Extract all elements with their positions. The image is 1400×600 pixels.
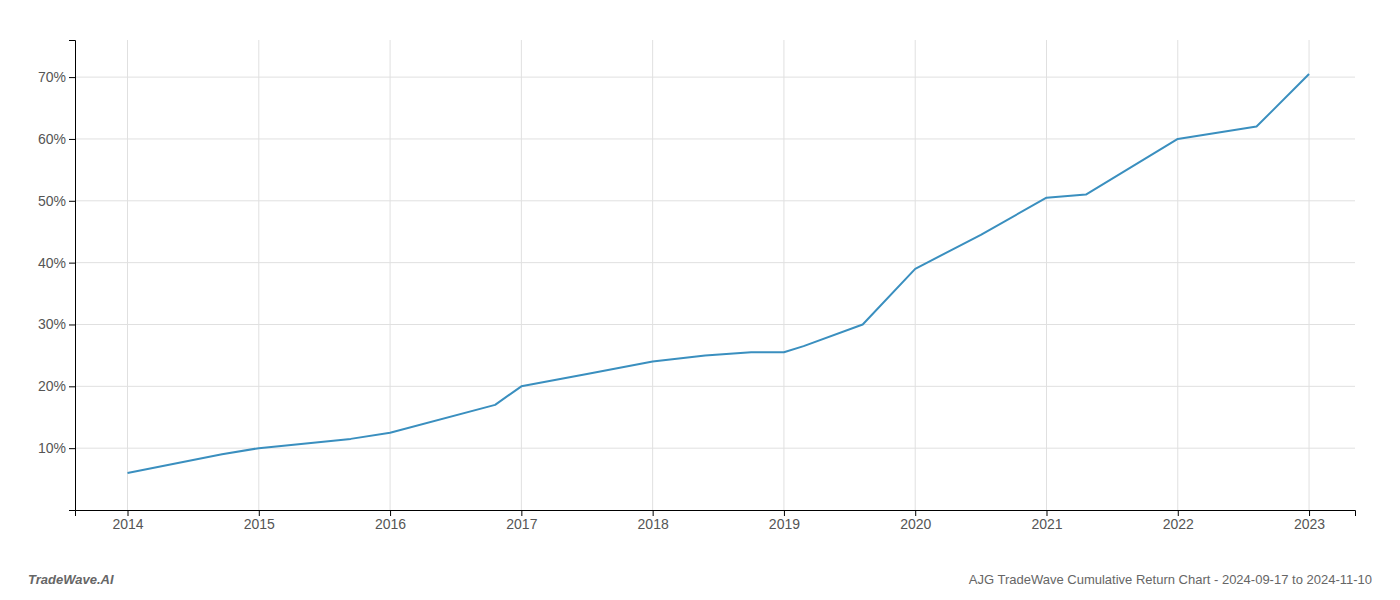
tick: 2023 xyxy=(1294,510,1325,532)
tick-label: 2019 xyxy=(769,516,800,532)
grid-line xyxy=(258,40,259,510)
grid-line xyxy=(390,40,391,510)
tick-label: 10% xyxy=(38,440,66,456)
tick: 2016 xyxy=(375,510,406,532)
tick-label: 40% xyxy=(38,255,66,271)
tick-label: 2015 xyxy=(244,516,275,532)
tick: 50% xyxy=(38,193,75,209)
tick-label: 2017 xyxy=(506,516,537,532)
tick-mark xyxy=(69,386,75,387)
tick: 2014 xyxy=(112,510,143,532)
tick-label: 2022 xyxy=(1163,516,1194,532)
tick-label: 20% xyxy=(38,378,66,394)
grid-line xyxy=(1309,40,1310,510)
tick: 70% xyxy=(38,69,75,85)
tick: 2021 xyxy=(1031,510,1062,532)
tick: 2019 xyxy=(769,510,800,532)
tick-label: 70% xyxy=(38,69,66,85)
grid-line xyxy=(652,40,653,510)
tick: 30% xyxy=(38,316,75,332)
tick: 2022 xyxy=(1163,510,1194,532)
tick: 2017 xyxy=(506,510,537,532)
tick: 20% xyxy=(38,378,75,394)
grid-line xyxy=(75,77,1355,78)
tick-label: 2018 xyxy=(638,516,669,532)
tick-label: 2020 xyxy=(900,516,931,532)
grid-line xyxy=(1046,40,1047,510)
grid-line xyxy=(75,386,1355,387)
tick-label: 50% xyxy=(38,193,66,209)
y-axis: 10% 20% 30% 40% 50% 60% 70% xyxy=(38,41,76,511)
grid-line xyxy=(1177,40,1178,510)
watermark: TradeWave.AI xyxy=(28,572,114,587)
chart: 2014 2015 2016 2017 2018 2019 2020 2021 2022 2023… xyxy=(0,0,1400,600)
tick-mark xyxy=(69,448,75,449)
tick: 60% xyxy=(38,131,75,147)
tick-mark xyxy=(69,77,75,78)
tick: 2018 xyxy=(638,510,669,532)
title: AJG TradeWave Cumulative Return Chart - … xyxy=(969,572,1372,587)
tick-mark xyxy=(69,139,75,140)
tick-label: 2014 xyxy=(112,516,143,532)
tick-mark xyxy=(69,324,75,325)
tick: 2020 xyxy=(900,510,931,532)
axis-line xyxy=(69,41,76,511)
grid xyxy=(75,40,1355,510)
grid-line xyxy=(75,200,1355,201)
grid-line xyxy=(521,40,522,510)
tick-mark xyxy=(69,201,75,202)
grid-line xyxy=(127,40,128,510)
tick-label: 2023 xyxy=(1294,516,1325,532)
tick: 10% xyxy=(38,440,75,456)
series xyxy=(128,74,1310,473)
grid-line xyxy=(783,40,784,510)
tick-label: 2021 xyxy=(1031,516,1062,532)
tick-mark xyxy=(69,263,75,264)
tick: 40% xyxy=(38,255,75,271)
grid-line xyxy=(915,40,916,510)
plot: 2014 2015 2016 2017 2018 2019 2020 2021 2022 2023… xyxy=(38,40,1356,532)
tick-label: 2016 xyxy=(375,516,406,532)
tick: 2015 xyxy=(244,510,275,532)
tick-label: 60% xyxy=(38,131,66,147)
line xyxy=(128,74,1310,473)
tick-label: 30% xyxy=(38,316,66,332)
grid-line xyxy=(75,138,1355,139)
grid-line xyxy=(75,324,1355,325)
x-axis: 2014 2015 2016 2017 2018 2019 2020 2021 2022 2023 xyxy=(76,510,1356,532)
grid-line xyxy=(75,262,1355,263)
